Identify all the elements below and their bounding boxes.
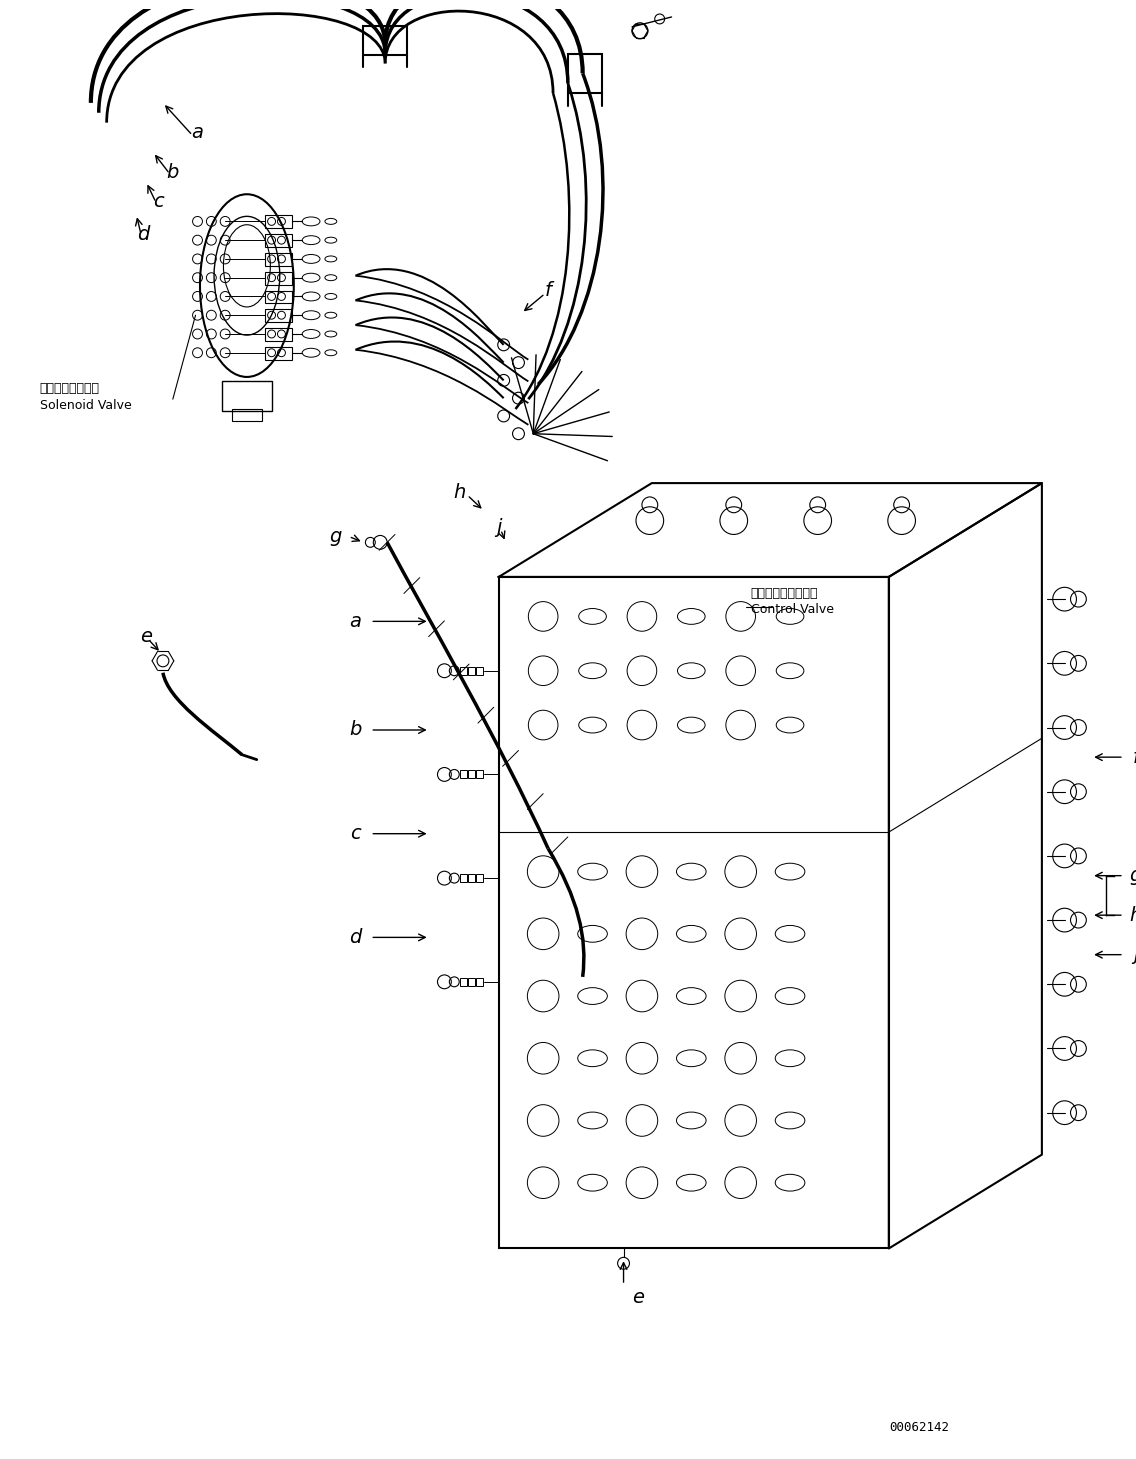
- Text: f: f: [1133, 747, 1136, 766]
- Text: a: a: [192, 123, 203, 142]
- Text: f: f: [544, 282, 552, 301]
- Bar: [476, 978, 483, 986]
- Bar: [476, 667, 483, 674]
- Bar: [265, 216, 292, 228]
- Bar: [499, 576, 888, 1249]
- Bar: [265, 347, 292, 360]
- Bar: [265, 328, 292, 341]
- Bar: [476, 874, 483, 883]
- Text: b: b: [350, 721, 361, 740]
- Bar: [460, 667, 467, 674]
- Bar: [265, 290, 292, 303]
- Text: d: d: [137, 225, 150, 244]
- Text: c: c: [152, 193, 164, 212]
- Text: e: e: [633, 1288, 644, 1307]
- Bar: [568, 54, 602, 93]
- Text: h: h: [1129, 906, 1136, 925]
- Text: j: j: [1133, 945, 1136, 964]
- Bar: [460, 874, 467, 883]
- Bar: [223, 381, 272, 411]
- Bar: [476, 770, 483, 779]
- Text: b: b: [167, 162, 179, 181]
- Text: a: a: [350, 611, 361, 630]
- Text: h: h: [453, 483, 466, 502]
- Bar: [232, 409, 261, 420]
- Text: Solenoid Valve: Solenoid Valve: [40, 398, 132, 411]
- Bar: [265, 235, 292, 247]
- Text: Control Valve: Control Valve: [751, 604, 834, 617]
- Bar: [468, 770, 475, 779]
- Bar: [468, 978, 475, 986]
- Text: コントロールバルブ: コントロールバルブ: [751, 587, 818, 600]
- Bar: [265, 252, 292, 266]
- Text: c: c: [350, 824, 361, 843]
- Bar: [265, 309, 292, 322]
- Bar: [460, 770, 467, 779]
- Bar: [364, 26, 407, 55]
- Bar: [468, 874, 475, 883]
- Text: g: g: [1129, 867, 1136, 886]
- Bar: [460, 978, 467, 986]
- Text: 00062142: 00062142: [888, 1421, 949, 1434]
- Text: j: j: [496, 518, 501, 537]
- Text: d: d: [350, 928, 361, 947]
- Text: g: g: [329, 527, 342, 546]
- Text: ソレノイドバルブ: ソレノイドバルブ: [40, 382, 100, 395]
- Bar: [265, 271, 292, 285]
- Bar: [468, 667, 475, 674]
- Text: e: e: [140, 627, 152, 646]
